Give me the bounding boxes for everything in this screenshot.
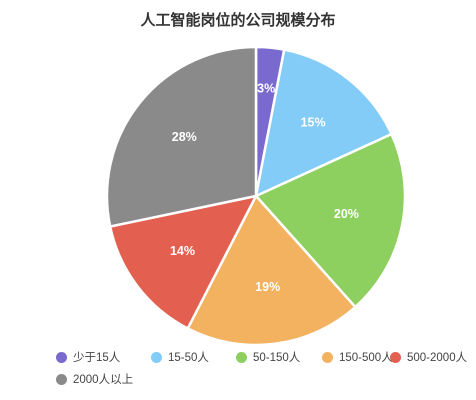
chart-title: 人工智能岗位的公司规模分布: [140, 11, 336, 29]
pie-slice-5: [108, 194, 258, 330]
pie-slice-2: [254, 48, 393, 198]
legend-swatch: [390, 351, 401, 363]
legend-label: 500-2000人: [407, 352, 468, 364]
legend-item: 2000人以上: [56, 371, 133, 387]
legend-label: 少于15人: [73, 352, 121, 364]
legend-item: 150-500人: [322, 349, 393, 365]
slice-value-label: 20%: [334, 207, 359, 221]
pie-slice-4: [186, 194, 357, 345]
legend-swatch: [56, 373, 67, 385]
slice-value-label: 28%: [172, 130, 197, 144]
legend-item: 50-150人: [236, 349, 300, 365]
legend-item: 15-50人: [151, 349, 209, 365]
legend-item: 500-2000人: [390, 349, 467, 365]
legend-swatch: [56, 351, 67, 363]
legend-label: 50-150人: [253, 352, 301, 364]
legend-label: 150-500人: [339, 352, 393, 364]
pie-slice-6: [105, 45, 258, 228]
slice-value-label: 14%: [170, 244, 195, 258]
slice-value-label: 3%: [257, 82, 275, 96]
legend-swatch: [151, 351, 162, 363]
legend-swatch: [236, 351, 247, 363]
legend-item: 少于15人: [56, 349, 120, 365]
slice-value-label: 15%: [301, 116, 326, 130]
legend-label: 15-50人: [168, 352, 209, 364]
pie-chart: 3% 15% 20% 19% 14% 28%: [105, 45, 407, 345]
pie-slice-3: [254, 132, 407, 309]
legend-swatch: [322, 351, 333, 363]
slice-value-label: 19%: [255, 280, 280, 294]
legend-label: 2000人以上: [73, 374, 134, 386]
